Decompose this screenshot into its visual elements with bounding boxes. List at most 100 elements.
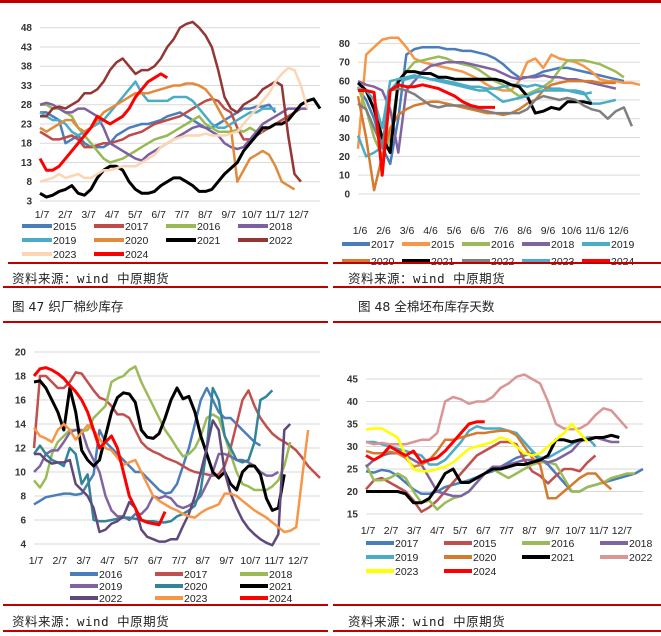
y-tick-label: 40 [347, 397, 359, 408]
legend-label-2023: 2023 [395, 566, 419, 578]
legend-label-2024: 2024 [125, 249, 149, 261]
series-line-2017 [32, 371, 321, 479]
y-tick-label: 18 [15, 372, 27, 383]
y-tick-label: 50 [339, 95, 351, 106]
x-tick-label: 7/7 [175, 209, 190, 221]
x-tick-label: 2/6 [376, 225, 391, 237]
legend-label-2016: 2016 [491, 239, 515, 251]
source-bottom-top-border-left [3, 604, 328, 606]
y-tick-label: 45 [347, 375, 359, 386]
y-tick-label: 25 [347, 465, 359, 476]
x-tick-label: 3/7 [81, 209, 96, 221]
x-tick-label: 3/6 [400, 225, 415, 237]
caption-figure-48: 图 48 全棉坯布库存天数 [358, 299, 495, 314]
legend-label-2018: 2018 [551, 239, 575, 251]
chart-top-left: 3 8 13 18 23 28 33 38 43 48 1/7 2/7 3/7 4/7 5/7 6/7 7/7 8… [0, 8, 330, 261]
y-tick-label: 20 [347, 487, 359, 498]
x-tick-label: 7/6 [494, 225, 509, 237]
source-bottom-border-left [3, 286, 328, 288]
x-tick-label: 11/6 [585, 225, 605, 237]
chart-top-right: 0 10 20 30 40 50 60 70 80 1/6 2/6 3/6 4/6 5/6 6/6 7/6 8/… [330, 8, 661, 268]
series-line-2023 [32, 422, 310, 534]
x-tick-label: 10/7 [242, 209, 263, 221]
series-line-2021 [39, 97, 322, 199]
x-tick-label: 7/7 [499, 525, 514, 537]
legend-label-2019: 2019 [611, 239, 635, 251]
caption-border-left [3, 321, 328, 323]
series-line-2020 [356, 79, 616, 192]
y-tick-label: 70 [339, 58, 351, 69]
x-tick-label: 12/6 [608, 225, 629, 237]
source-bottom-top-border-right [333, 604, 661, 606]
source-text-top-left: 资料来源：wind 中原期货 [12, 271, 170, 286]
y-tick-label: 30 [347, 442, 359, 453]
x-tick-label: 6/7 [148, 555, 163, 567]
series-line-2021 [356, 70, 593, 155]
legend-label-2020: 2020 [473, 552, 497, 564]
legend-label-2017: 2017 [125, 221, 149, 233]
chart-bottom-left: 4 6 8 10 12 14 16 18 20 1/7 2/7 3/7 4/7 5/7 6/7 7/7 8/7 9… [0, 326, 330, 605]
y-tick-label: 13 [21, 158, 33, 169]
legend-label-2017: 2017 [184, 569, 208, 581]
x-tick-label: 10/6 [561, 225, 582, 237]
x-tick-label: 5/7 [124, 555, 139, 567]
legend-label-2021: 2021 [551, 552, 575, 564]
x-tick-label: 2/7 [53, 555, 68, 567]
legend-label-2016: 2016 [551, 538, 575, 550]
series-line-2022 [365, 373, 629, 446]
x-tick-label: 12/7 [612, 525, 633, 537]
x-tick-label: 12/7 [288, 209, 309, 221]
x-tick-label: 1/7 [35, 209, 50, 221]
legend-label-2020: 2020 [184, 581, 208, 593]
y-tick-label: 43 [21, 42, 33, 53]
x-tick-label: 3/7 [76, 555, 91, 567]
y-tick-label: 38 [21, 62, 33, 73]
source-text-top-right: 资料来源：wind 中原期货 [348, 271, 506, 286]
y-tick-label: 0 [344, 190, 350, 201]
legend-label-2018: 2018 [269, 221, 293, 233]
legend-label-2019: 2019 [395, 552, 419, 564]
x-tick-label: 8/7 [522, 525, 537, 537]
x-tick-label: 5/7 [453, 525, 468, 537]
series-line-2024 [32, 366, 167, 527]
legend-label-2023: 2023 [184, 593, 208, 605]
x-tick-label: 11/7 [264, 555, 284, 567]
legend-label-2023: 2023 [53, 249, 77, 261]
series-line-2015 [365, 440, 597, 514]
x-tick-label: 4/7 [430, 525, 445, 537]
x-tick-label: 5/7 [128, 209, 143, 221]
y-tick-label: 35 [347, 420, 359, 431]
x-tick-label: 8/7 [198, 209, 213, 221]
x-tick-label: 9/7 [221, 209, 236, 221]
legend-label-2021: 2021 [269, 581, 293, 593]
x-tick-label: 9/6 [541, 225, 556, 237]
series-line-2022 [40, 20, 302, 183]
series-line-2016 [33, 386, 262, 506]
legend-label-2017: 2017 [395, 538, 419, 550]
x-tick-label: 2/7 [58, 209, 73, 221]
x-tick-label: 12/7 [288, 555, 309, 567]
legend-label-2019: 2019 [53, 235, 77, 247]
y-tick-label: 18 [21, 139, 33, 150]
x-tick-label: 11/7 [265, 209, 285, 221]
x-tick-label: 8/7 [196, 555, 211, 567]
legend-label-2015: 2015 [431, 239, 455, 251]
chart-bottom-right-svg: 15 20 25 30 35 40 45 1/7 2/7 3/7 4/7 5/7 6/7 7/7 8/7 9/… [347, 373, 653, 578]
legend-label-2016: 2016 [99, 569, 123, 581]
legend-label-2021: 2021 [197, 235, 221, 247]
legend-label-2024: 2024 [473, 566, 497, 578]
y-tick-label: 10 [15, 468, 27, 479]
chart-bottom-right: 15 20 25 30 35 40 45 1/7 2/7 3/7 4/7 5/7 6/7 7/7 8/7 9/… [330, 326, 661, 604]
x-tick-label: 1/6 [353, 225, 368, 237]
series-line-2023 [365, 422, 589, 473]
x-tick-label: 4/7 [105, 209, 120, 221]
y-tick-label: 40 [339, 114, 351, 125]
series-line-2024 [38, 72, 169, 172]
x-tick-label: 10/7 [566, 525, 587, 537]
legend-label-2015: 2015 [473, 538, 497, 550]
x-tick-label: 2/7 [384, 525, 399, 537]
series-line-2018 [357, 60, 617, 154]
x-tick-label: 6/6 [470, 225, 485, 237]
series-line-2024 [365, 420, 485, 464]
